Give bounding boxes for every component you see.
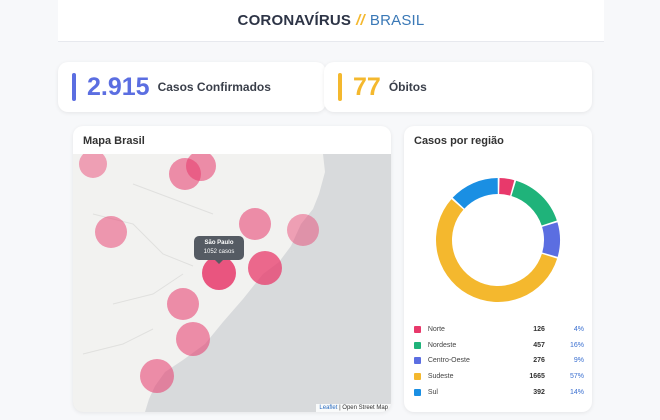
deaths-card: 77 Óbitos (324, 62, 592, 112)
map-marker[interactable] (140, 359, 174, 393)
legend-swatch (414, 341, 421, 349)
page-title: CORONAVÍRUS//BRASIL (238, 12, 425, 29)
tooltip-city: São Paulo (204, 240, 234, 246)
osm-attribution: | Open Street Map (339, 405, 388, 411)
legend-value: 126 (533, 326, 545, 334)
region-card: Casos por região (404, 126, 592, 412)
legend-percent: 9% (573, 357, 584, 365)
donut-slice-norte[interactable] (499, 178, 515, 196)
legend-row: Sudeste 1665 57% (414, 369, 584, 385)
leaflet-link[interactable]: Leaflet (319, 405, 338, 411)
legend-percent: 4% (573, 326, 584, 334)
confirmed-cases-card: 2.915 Casos Confirmados (58, 62, 326, 112)
legend-label: Norte (427, 326, 445, 334)
confirmed-accent-bar (72, 73, 76, 101)
donut-slice-nordeste[interactable] (511, 180, 557, 226)
legend-row: Sul 392 14% (414, 384, 584, 400)
legend-value: 276 (533, 357, 545, 365)
map-view[interactable]: Leaflet | Open Street Map (73, 154, 391, 412)
state-borders (82, 183, 214, 355)
map-attribution: Leaflet | Open Street Map (316, 404, 391, 412)
deaths-count: 77 (353, 72, 381, 101)
map-marker[interactable] (186, 154, 216, 181)
legend-label: Nordeste (427, 341, 457, 349)
donut-slice-centro-oeste[interactable] (542, 222, 560, 257)
legend-value: 392 (533, 388, 545, 396)
map-marker[interactable] (176, 322, 210, 356)
page-header: CORONAVÍRUS//BRASIL (58, 0, 604, 42)
legend-percent: 57% (569, 373, 584, 381)
map-marker[interactable] (79, 154, 107, 178)
legend-swatch (414, 326, 421, 334)
deaths-label: Óbitos (388, 80, 427, 94)
legend-label: Centro-Oeste (427, 357, 470, 365)
legend-percent: 16% (569, 341, 584, 349)
map-tiles[interactable] (73, 154, 391, 412)
map-card: Mapa Brasil Leaflet | Open Street Map Sã… (73, 126, 391, 412)
map-marker[interactable] (167, 288, 199, 320)
map-marker[interactable] (95, 216, 127, 248)
legend-percent: 14% (569, 388, 584, 396)
map-marker[interactable] (248, 251, 282, 285)
deaths-accent-bar (338, 73, 342, 101)
title-main: CORONAVÍRUS (237, 12, 352, 29)
tooltip-cases: 1052 casos (203, 249, 235, 255)
legend-row: Nordeste 457 16% (414, 338, 584, 354)
map-marker[interactable] (239, 208, 271, 240)
region-donut-chart (435, 178, 560, 302)
title-sub: BRASIL (369, 12, 425, 29)
donut-slice-sul[interactable] (452, 178, 498, 209)
map-marker-sao-paulo[interactable] (202, 256, 236, 290)
legend-swatch (414, 373, 421, 381)
title-separator: // (356, 12, 365, 29)
legend-value: 1665 (529, 373, 545, 381)
legend-row: Centro-Oeste 276 9% (414, 353, 584, 369)
map-tooltip: São Paulo 1052 casos (194, 236, 244, 264)
confirmed-count: 2.915 (87, 72, 150, 101)
region-card-title: Casos por região (414, 135, 504, 147)
legend-label: Sudeste (427, 373, 454, 381)
legend-label: Sul (427, 388, 438, 396)
legend-value: 457 (533, 341, 545, 349)
region-legend: Norte 126 4% Nordeste 457 16% Centro-Oeste 276 9… (414, 322, 584, 400)
map-card-title: Mapa Brasil (83, 135, 145, 147)
donut-slice-sudeste[interactable] (435, 199, 558, 302)
legend-swatch (414, 388, 421, 396)
map-marker[interactable] (287, 214, 319, 246)
confirmed-label: Casos Confirmados (157, 80, 271, 94)
legend-row: Norte 126 4% (414, 322, 584, 338)
legend-swatch (414, 357, 421, 365)
